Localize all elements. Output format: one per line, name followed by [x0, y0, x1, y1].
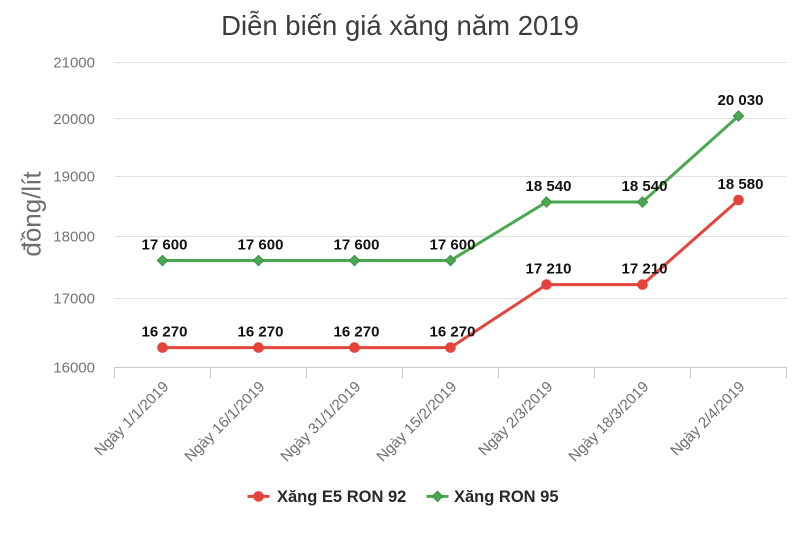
svg-text:17000: 17000 — [53, 291, 95, 308]
svg-text:20000: 20000 — [53, 111, 95, 128]
svg-text:17 600: 17 600 — [430, 237, 476, 254]
svg-text:Diễn biến giá xăng năm 2019: Diễn biến giá xăng năm 2019 — [221, 10, 579, 41]
svg-text:21000: 21000 — [53, 55, 95, 72]
svg-text:17 210: 17 210 — [622, 261, 668, 278]
svg-text:18 540: 18 540 — [622, 178, 668, 195]
svg-text:16000: 16000 — [53, 360, 95, 377]
svg-text:17 600: 17 600 — [142, 237, 188, 254]
svg-text:19000: 19000 — [53, 169, 95, 186]
svg-text:17 600: 17 600 — [238, 237, 284, 254]
svg-text:đồng/lít: đồng/lít — [17, 171, 47, 257]
svg-text:16 270: 16 270 — [142, 324, 188, 341]
svg-text:17 600: 17 600 — [334, 237, 380, 254]
svg-text:20 030: 20 030 — [718, 92, 764, 109]
svg-text:Xăng RON 95: Xăng RON 95 — [454, 488, 559, 506]
svg-text:18000: 18000 — [53, 229, 95, 246]
svg-text:16 270: 16 270 — [238, 324, 284, 341]
svg-text:Xăng E5 RON 92: Xăng E5 RON 92 — [277, 488, 406, 506]
svg-text:16 270: 16 270 — [430, 324, 476, 341]
svg-text:18 580: 18 580 — [718, 176, 764, 193]
svg-text:16 270: 16 270 — [334, 324, 380, 341]
svg-text:17 210: 17 210 — [526, 261, 572, 278]
svg-text:18 540: 18 540 — [526, 178, 572, 195]
